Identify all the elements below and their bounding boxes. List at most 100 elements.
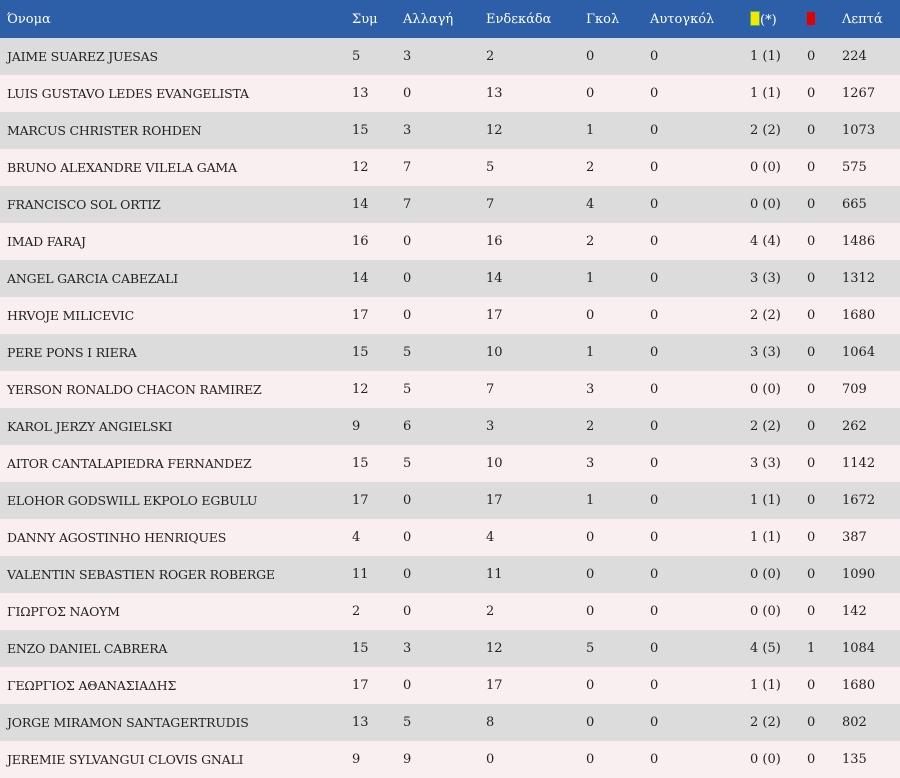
cell-starts: 17 <box>486 308 503 323</box>
cell-yellow-cards: 1 (1) <box>750 493 781 508</box>
cell-yellow-cards: 1 (1) <box>750 678 781 693</box>
yellow-card-icon <box>750 10 760 26</box>
cell-substitutions: 5 <box>403 382 412 397</box>
col-header-minutes[interactable]: Λεπτά <box>842 11 883 27</box>
table-row: ΓΕΩΡΓΙΟΣ ΑΘΑΝΑΣΙΑΔΗΣ 17 0 17 0 0 1 (1) 0 1680 <box>0 667 900 704</box>
cell-yellow-cards: 1 (1) <box>750 86 781 101</box>
cell-player-name[interactable]: DANNY AGOSTINHO HENRIQUES <box>7 530 227 545</box>
cell-red-cards: 0 <box>807 678 816 693</box>
cell-appearances: 4 <box>352 530 361 545</box>
cell-substitutions: 5 <box>403 456 412 471</box>
cell-appearances: 17 <box>352 678 369 693</box>
cell-goals: 3 <box>586 382 595 397</box>
col-header-apps[interactable]: Συμ <box>352 11 378 27</box>
cell-yellow-cards: 4 (4) <box>750 234 781 249</box>
table-row: ANGEL GARCIA CABEZALI 14 0 14 1 0 3 (3) 0 1312 <box>0 260 900 297</box>
cell-minutes: 709 <box>842 382 867 397</box>
cell-player-name[interactable]: MARCUS CHRISTER ROHDEN <box>7 123 202 138</box>
col-header-own-goals[interactable]: Αυτογκόλ <box>650 11 715 27</box>
cell-player-name[interactable]: ΓΙΩΡΓΟΣ ΝΑΟΥΜ <box>7 604 120 619</box>
cell-yellow-cards: 0 (0) <box>750 197 781 212</box>
table-row: HRVOJE MILICEVIC 17 0 17 0 0 2 (2) 0 1680 <box>0 297 900 334</box>
cell-appearances: 12 <box>352 160 369 175</box>
col-header-starts[interactable]: Ενδεκάδα <box>486 11 552 27</box>
cell-player-name[interactable]: ENZO DANIEL CABRERA <box>7 641 168 656</box>
cell-appearances: 15 <box>352 641 369 656</box>
cell-player-name[interactable]: IMAD FARAJ <box>7 234 86 249</box>
cell-appearances: 15 <box>352 123 369 138</box>
cell-minutes: 135 <box>842 752 867 767</box>
cell-player-name[interactable]: JORGE MIRAMON SANTAGERTRUDIS <box>7 715 249 730</box>
cell-yellow-cards: 0 (0) <box>750 567 781 582</box>
cell-substitutions: 5 <box>403 345 412 360</box>
cell-appearances: 12 <box>352 382 369 397</box>
cell-yellow-cards: 4 (5) <box>750 641 781 656</box>
cell-own-goals: 0 <box>650 197 659 212</box>
cell-own-goals: 0 <box>650 234 659 249</box>
cell-substitutions: 3 <box>403 123 412 138</box>
cell-goals: 2 <box>586 234 595 249</box>
cell-red-cards: 0 <box>807 345 816 360</box>
cell-starts: 14 <box>486 271 503 286</box>
cell-goals: 0 <box>586 715 595 730</box>
cell-starts: 2 <box>486 604 495 619</box>
cell-yellow-cards: 2 (2) <box>750 308 781 323</box>
cell-starts: 3 <box>486 419 495 434</box>
cell-appearances: 16 <box>352 234 369 249</box>
cell-player-name[interactable]: VALENTIN SEBASTIEN ROGER ROBERGE <box>7 567 275 582</box>
cell-player-name[interactable]: FRANCISCO SOL ORTIZ <box>7 197 161 212</box>
cell-player-name[interactable]: HRVOJE MILICEVIC <box>7 308 135 323</box>
cell-player-name[interactable]: JEREMIE SYLVANGUI CLOVIS GNALI <box>7 752 244 767</box>
cell-player-name[interactable]: BRUNO ALEXANDRE VILELA GAMA <box>7 160 237 175</box>
cell-player-name[interactable]: ANGEL GARCIA CABEZALI <box>7 271 178 286</box>
cell-player-name[interactable]: ELOHOR GODSWILL EKPOLO EGBULU <box>7 493 258 508</box>
cell-appearances: 14 <box>352 197 369 212</box>
col-header-name[interactable]: Όνομα <box>7 11 51 27</box>
cell-substitutions: 0 <box>403 604 412 619</box>
cell-minutes: 1267 <box>842 86 876 101</box>
red-card-icon <box>807 11 815 25</box>
cell-player-name[interactable]: LUIS GUSTAVO LEDES EVANGELISTA <box>7 86 249 101</box>
cell-minutes: 1073 <box>842 123 876 138</box>
table-row: ELOHOR GODSWILL EKPOLO EGBULU 17 0 17 1 0 1 (1… <box>0 482 900 519</box>
cell-goals: 0 <box>586 308 595 323</box>
table-row: AITOR CANTALAPIEDRA FERNANDEZ 15 5 10 3 0 3 (3… <box>0 445 900 482</box>
cell-appearances: 5 <box>352 49 361 64</box>
cell-goals: 0 <box>586 567 595 582</box>
cell-red-cards: 0 <box>807 234 816 249</box>
cell-yellow-cards: 2 (2) <box>750 123 781 138</box>
cell-substitutions: 0 <box>403 234 412 249</box>
cell-substitutions: 0 <box>403 530 412 545</box>
cell-appearances: 13 <box>352 86 369 101</box>
cell-starts: 17 <box>486 493 503 508</box>
cell-player-name[interactable]: PERE PONS I RIERA <box>7 345 137 360</box>
cell-player-name[interactable]: KAROL JERZY ANGIELSKI <box>7 419 173 434</box>
col-header-goals[interactable]: Γκολ <box>586 11 620 27</box>
cell-yellow-cards: 1 (1) <box>750 530 781 545</box>
cell-own-goals: 0 <box>650 530 659 545</box>
col-header-sub[interactable]: Αλλαγή <box>403 11 454 27</box>
cell-red-cards: 0 <box>807 493 816 508</box>
cell-goals: 0 <box>586 86 595 101</box>
cell-player-name[interactable]: AITOR CANTALAPIEDRA FERNANDEZ <box>7 456 252 471</box>
cell-starts: 8 <box>486 715 495 730</box>
table-row: DANNY AGOSTINHO HENRIQUES 4 0 4 0 0 1 (1) 0 387 <box>0 519 900 556</box>
cell-yellow-cards: 0 (0) <box>750 604 781 619</box>
cell-red-cards: 0 <box>807 456 816 471</box>
cell-player-name[interactable]: YERSON RONALDO CHACON RAMIREZ <box>7 382 262 397</box>
cell-own-goals: 0 <box>650 715 659 730</box>
cell-substitutions: 0 <box>403 678 412 693</box>
cell-yellow-cards: 2 (2) <box>750 715 781 730</box>
cell-minutes: 1680 <box>842 678 876 693</box>
cell-appearances: 11 <box>352 567 369 582</box>
col-header-red-cards[interactable] <box>800 0 835 38</box>
cell-goals: 2 <box>586 160 595 175</box>
cell-red-cards: 0 <box>807 49 816 64</box>
cell-player-name[interactable]: JAIME SUAREZ JUESAS <box>7 49 158 64</box>
cell-player-name[interactable]: ΓΕΩΡΓΙΟΣ ΑΘΑΝΑΣΙΑΔΗΣ <box>7 678 177 693</box>
col-header-yellow-cards[interactable]: (*) <box>743 0 800 38</box>
cell-minutes: 262 <box>842 419 867 434</box>
cell-starts: 2 <box>486 49 495 64</box>
cell-goals: 0 <box>586 49 595 64</box>
cell-appearances: 17 <box>352 308 369 323</box>
